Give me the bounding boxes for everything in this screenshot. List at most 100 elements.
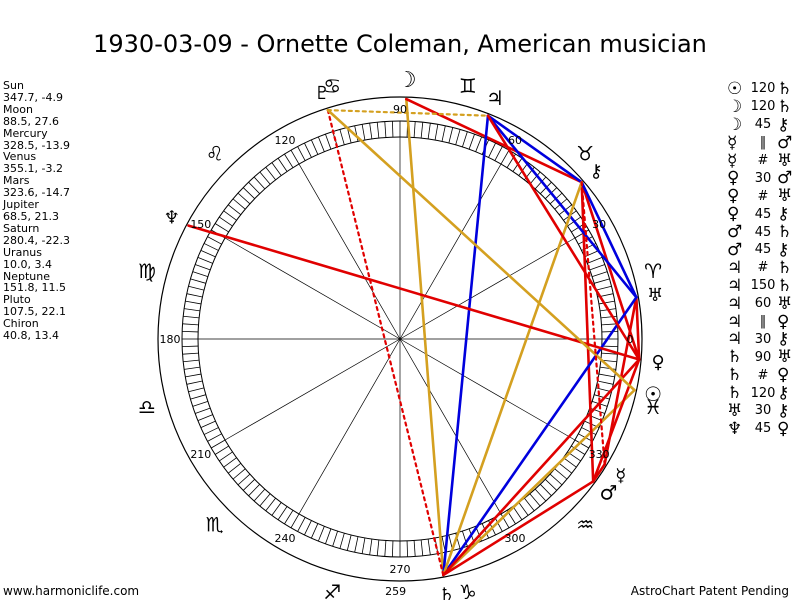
aspect-row: ♃ 60 ♅ [727,294,797,314]
degree-tick [589,264,605,271]
zodiac-signs: ♈ ♉ ♊ ♋ ♌ ♍ ♎ ♏ ♐ ♑ ♒ ♓ [138,74,662,600]
aspect-planet-b: ♄ [777,222,793,243]
degree-tick [297,517,306,532]
aspect-label: # [757,260,769,276]
aspect-row: ♂ 45 ⚷ [727,239,797,260]
degree-tick [253,176,266,190]
degree-tick [183,315,200,319]
aspect-planet-a: ♄ [727,365,743,386]
degree-tick [197,414,213,422]
aspect-row: ☽ 45 ⚷ [727,115,797,135]
aspect-planet-a: ♂ [727,239,743,260]
degree-tick [420,539,424,556]
mercury-glyph-icon: ☿ [615,465,626,486]
degree-label: 0 [627,333,634,346]
aspect-planet-a: ♀ [727,168,740,189]
degree-tick [183,359,200,363]
degree-tick [361,124,366,141]
aspect-line [442,388,636,577]
planet-coords-neptune: 151.8, 11.5 [3,281,66,295]
aspect-row: ♃ 30 ⚷ [727,329,797,350]
planet-name-sun: Sun [3,79,24,92]
degree-tick [524,497,535,512]
planet-coords-mercury: 328.5, -13.9 [3,138,70,152]
degree-tick [192,401,209,407]
degree-tick [304,142,312,158]
degree-tick [182,330,199,333]
aspect-line [326,108,636,392]
footer-website[interactable]: www.harmoniclife.com [3,584,140,598]
aspect-planet-b: ♄ [777,275,793,296]
degree-tick [188,387,205,393]
aspect-planet-a: ♃ [727,329,743,350]
degree-tick [529,171,541,185]
aspect-row: ☿ # ♅ [727,151,797,171]
aspect-label: 60 [754,296,772,312]
degree-tick [413,540,416,557]
aspect-line [326,109,445,577]
planet-name-neptune: Neptune [3,269,51,283]
degree-tick [441,125,446,142]
degree-tick [186,293,203,298]
aspect-row: ♀ 45 ⚷ [727,204,797,224]
aspect-label: # [757,153,769,168]
aspect-line [326,109,490,117]
degree-tick [529,493,541,507]
aspect-label: ‖ [759,135,767,151]
aspect-label: 30 [754,331,772,347]
chart-title: 1930-03-09 - Ornette Coleman, American m… [93,30,707,58]
aspect-planet-b: ♂ [777,168,793,189]
mars-glyph-icon: ♂ [599,481,617,505]
aspect-planet-a: ♃ [727,257,743,278]
degree-tick [184,308,201,312]
aspect-line [187,224,641,361]
aspect-label: 45 [754,117,772,133]
zodiac-sign-icon: ♊ [459,74,477,98]
degree-label: 120 [275,134,296,147]
degree-tick [475,136,483,152]
aspect-planet-b: ♀ [777,418,790,439]
aspect-row: ♀ 30 ♂ [727,168,797,189]
degree-tick [481,523,490,539]
degree-tick [200,249,216,258]
degree-tick [248,484,260,497]
aspect-planet-a: ♀ [727,186,740,207]
aspect-row: ♄ 120 ⚷ [727,383,797,404]
degree-tick [259,493,271,507]
zodiac-sign-icon: ♓ [644,395,662,419]
degree-tick [594,394,610,400]
degree-tick [468,134,475,150]
aspect-planet-b: ♅ [777,347,793,368]
degree-tick [182,345,199,348]
planet-coords-venus: 355.1, -3.2 [3,162,63,176]
degree-tick [413,121,416,138]
degree-tick [185,300,202,305]
degree-tick [317,526,325,542]
venus-glyph-icon: ♀ [651,352,664,373]
aspect-planet-a: ♄ [727,383,743,404]
degree-tick [185,373,202,378]
degree-tick [455,129,461,145]
degree-tick [297,146,306,161]
planet-name-uranus: Uranus [3,245,42,259]
aspect-label: 120 [750,81,776,97]
aspect-row: ♃ ‖ ♀ [727,312,797,332]
zodiac-sign-icon: ♐ [323,580,341,600]
degree-tick [427,538,431,555]
aspect-line [486,114,583,184]
aspect-line [635,296,641,361]
house-spoke [399,338,576,441]
aspect-label: 45 [754,242,772,258]
degree-tick [595,285,612,291]
degree-tick [488,142,496,158]
degree-tick [277,506,288,520]
aspect-line [442,480,595,577]
degree-tick [242,187,255,199]
aspect-planet-b: ♀ [777,365,790,386]
planet-name-jupiter: Jupiter [3,198,39,212]
degree-tick [214,223,229,233]
aspect-label: ‖ [759,314,767,330]
planet-name-pluto: Pluto [3,293,31,307]
degree-tick [354,536,359,553]
aspect-line [486,114,638,299]
